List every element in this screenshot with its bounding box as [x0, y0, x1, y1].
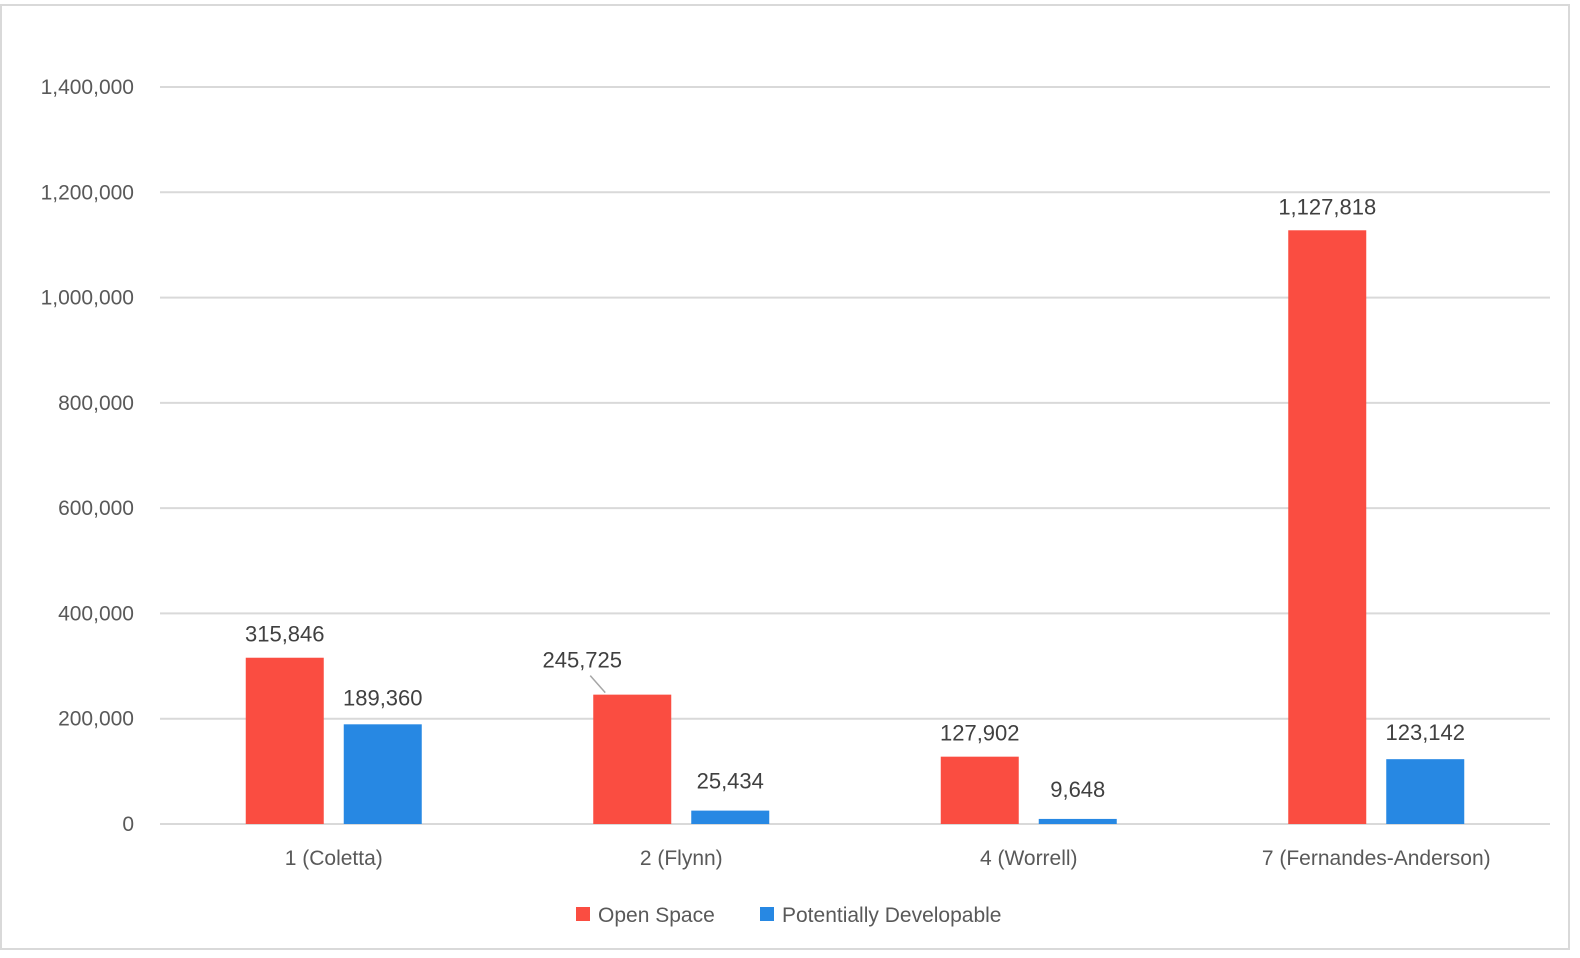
data-label: 245,725 — [542, 648, 622, 673]
data-label: 123,142 — [1385, 720, 1465, 745]
bar-potentially-developable — [1038, 818, 1117, 824]
bar-potentially-developable — [691, 810, 770, 824]
y-axis-tick-labels: 0 200,000 400,000 600,000 800,000 1,000,000 1,… — [41, 76, 134, 836]
bar-potentially-developable — [343, 724, 422, 824]
y-tick-label: 1,000,000 — [41, 287, 134, 310]
y-tick-label: 0 — [122, 813, 134, 836]
data-label: 189,360 — [343, 685, 423, 710]
data-label: 315,846 — [245, 622, 325, 647]
data-label: 127,902 — [940, 721, 1020, 746]
bar-open-space — [940, 756, 1019, 824]
bar-open-space — [593, 694, 672, 824]
legend-swatch — [760, 907, 774, 921]
y-tick-label: 400,000 — [58, 602, 134, 625]
x-tick-label: 2 (Flynn) — [640, 847, 723, 870]
bar-potentially-developable — [1386, 759, 1465, 824]
y-tick-label: 200,000 — [58, 708, 134, 731]
bar-open-space — [1288, 230, 1367, 825]
y-tick-label: 800,000 — [58, 392, 134, 415]
data-label: 9,648 — [1050, 777, 1105, 802]
y-tick-label: 1,200,000 — [41, 181, 134, 204]
data-label: 25,434 — [697, 769, 764, 794]
y-tick-label: 1,400,000 — [41, 76, 134, 99]
bars — [245, 230, 1465, 825]
legend-label: Potentially Developable — [782, 904, 1001, 927]
x-tick-label: 4 (Worrell) — [980, 847, 1078, 870]
leader-line — [589, 675, 606, 694]
legend: Open Space Potentially Developable — [576, 904, 1001, 927]
x-tick-label: 1 (Coletta) — [285, 847, 383, 870]
bar-open-space — [245, 657, 324, 824]
y-tick-label: 600,000 — [58, 497, 134, 520]
data-labels: 315,846 189,360 245,725 25,434 127,902 9,648 1… — [245, 194, 1465, 802]
x-axis-tick-labels: 1 (Coletta) 2 (Flynn) 4 (Worrell) 7 (Fernan… — [285, 847, 1491, 870]
data-label: 1,127,818 — [1278, 194, 1376, 219]
legend-label: Open Space — [598, 904, 715, 927]
legend-swatch — [576, 907, 590, 921]
x-tick-label: 7 (Fernandes-Anderson) — [1262, 847, 1491, 870]
